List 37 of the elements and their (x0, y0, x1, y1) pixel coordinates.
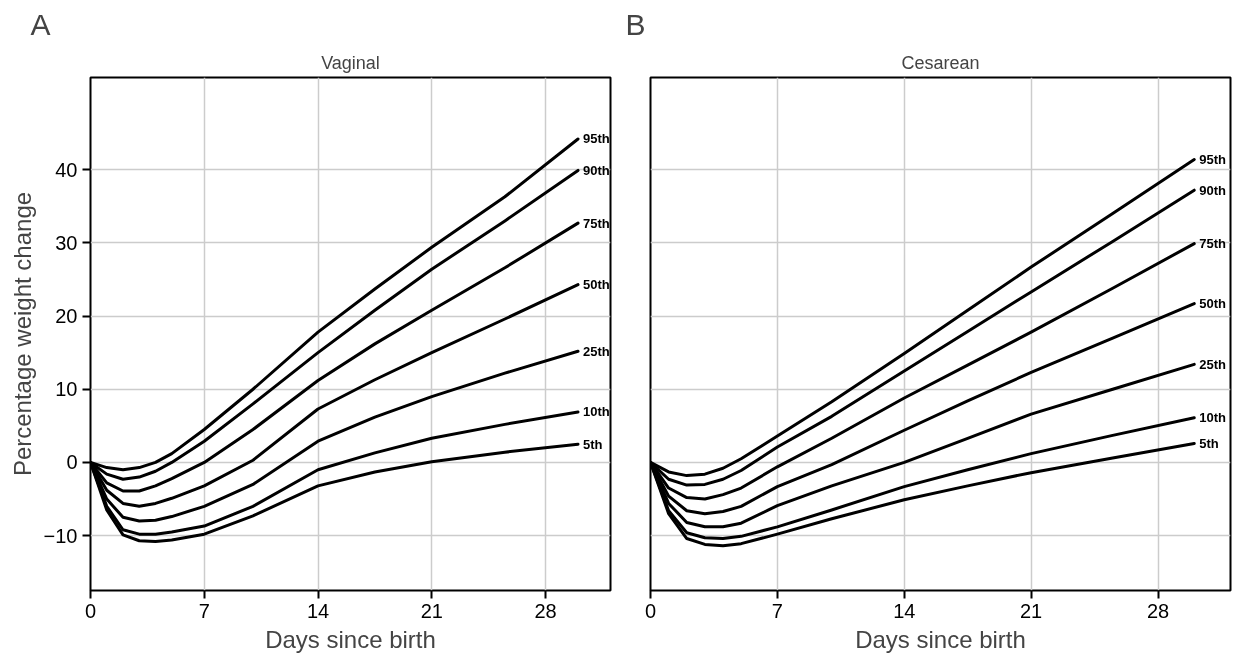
x-tick-label: 14 (306, 599, 330, 622)
chart-title: Cesarean (901, 52, 980, 73)
y-tick-label: 20 (55, 305, 78, 328)
series-label: 25th (1199, 356, 1227, 372)
x-axis-title: Days since birth (855, 625, 1026, 653)
y-tick-label: −10 (43, 524, 78, 547)
series-label: 10th (1199, 410, 1227, 426)
x-tick-label: 7 (198, 599, 210, 622)
text: B (625, 7, 646, 41)
series-label: 90th (1199, 182, 1227, 198)
x-tick-label: 7 (771, 599, 783, 622)
y-tick-label: 40 (55, 158, 78, 181)
chart-title: Vaginal (321, 52, 380, 73)
series-label: 10th (583, 404, 610, 420)
x-tick-label: 14 (893, 599, 916, 622)
series-label: 50th (1199, 296, 1227, 312)
series-label: 50th (583, 277, 610, 293)
series-label: 5th (1199, 435, 1219, 451)
x-tick-label: 28 (534, 599, 557, 622)
series-label: 95th (583, 131, 610, 147)
x-tick-label: 21 (420, 599, 443, 622)
x-tick-label: 0 (84, 599, 97, 622)
x-tick-label: 28 (1146, 599, 1170, 622)
x-axis-title: Days since birth (265, 625, 436, 653)
text: A (30, 7, 51, 41)
series-label: 90th (583, 162, 610, 178)
series-label: 75th (583, 215, 610, 231)
y-tick-label: 30 (55, 231, 78, 254)
series-label: 5th (583, 436, 603, 452)
series-label: 75th (1199, 236, 1227, 252)
y-tick-label: 10 (55, 378, 78, 401)
series-label: 95th (1199, 151, 1227, 167)
x-tick-label: 0 (644, 599, 657, 622)
series-label: 25th (583, 343, 610, 359)
x-tick-label: 21 (1020, 599, 1043, 622)
y-axis-title: Percentage weight change (8, 191, 36, 477)
y-tick-label: 0 (66, 451, 78, 474)
